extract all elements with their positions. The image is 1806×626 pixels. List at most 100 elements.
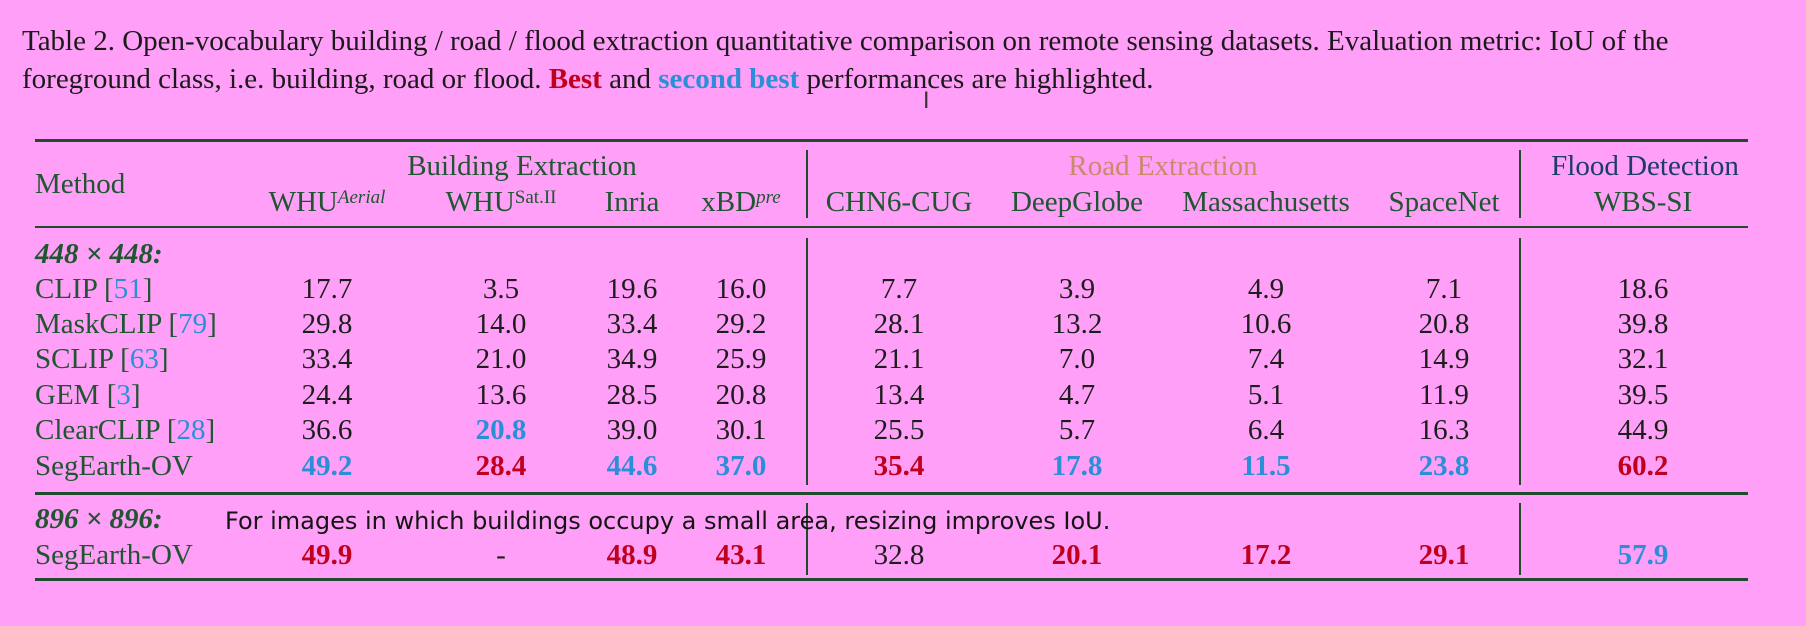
separator-line (806, 503, 808, 575)
col-whu-aerial: WHUAerial (268, 186, 386, 218)
table-cell: 33.4 (301, 343, 353, 375)
table-cell: 34.9 (606, 343, 658, 375)
method-name: MaskCLIP (35, 308, 162, 340)
table-cell: 29.2 (715, 308, 767, 340)
method-name: SegEarth-OV (35, 539, 193, 571)
table-cell: 3.5 (482, 273, 520, 305)
separator-line (1519, 503, 1521, 575)
method-name: SCLIP (35, 343, 113, 375)
table-cell: 44.6 (606, 450, 658, 482)
group-road-extraction: Road Extraction (1068, 150, 1258, 182)
caption-text-2: performances are highlighted. (799, 63, 1154, 95)
table-cell: 36.6 (301, 414, 353, 446)
table-cell: 20.8 (1418, 308, 1470, 340)
col-whu-sat: WHUSat.II (445, 186, 557, 218)
table-cell: 25.5 (873, 414, 925, 446)
separator-line (806, 238, 808, 485)
table-cell: 33.4 (606, 308, 658, 340)
table-cell: 4.9 (1247, 273, 1285, 305)
table-cell: 24.4 (301, 379, 353, 411)
group-flood-detection: Flood Detection (1551, 150, 1739, 182)
table-cell: 39.5 (1617, 379, 1669, 411)
col-wbs-si: WBS-SI (1593, 186, 1693, 218)
table-cell: 4.7 (1058, 379, 1096, 411)
table-cell: - (496, 539, 506, 571)
table-cell: 13.4 (873, 379, 925, 411)
col-spacenet: SpaceNet (1388, 186, 1500, 218)
citation-link[interactable]: 79 (178, 308, 208, 340)
col-deepglobe: DeepGlobe (1010, 186, 1144, 218)
table-caption: Table 2. Open-vocabulary building / road… (22, 22, 1792, 98)
table-cell: 13.6 (475, 379, 527, 411)
col-xbd: xBDpre (701, 186, 781, 218)
table-cell: 48.9 (606, 539, 658, 571)
method-name: GEM (35, 379, 100, 411)
table-cell: 28.5 (606, 379, 658, 411)
table-cell: 11.9 (1419, 379, 1469, 411)
table-cell: 21.1 (873, 343, 925, 375)
table-cell: 28.4 (475, 450, 527, 482)
table-cell: 23.8 (1418, 450, 1470, 482)
table-cell: 7.4 (1247, 343, 1285, 375)
caption-best-label: Best (548, 63, 602, 95)
table-cell: 17.8 (1051, 450, 1103, 482)
table-cell: 39.0 (606, 414, 658, 446)
table-cell: 5.7 (1058, 414, 1096, 446)
separator-line (1519, 238, 1521, 485)
table-cell: 29.8 (301, 308, 353, 340)
separator-line (806, 150, 808, 218)
table-cell: 13.2 (1051, 308, 1103, 340)
table-cell: 11.5 (1241, 450, 1291, 482)
section-448-label: 448 × 448: (35, 238, 163, 270)
citation-link[interactable]: 3 (116, 379, 131, 411)
table-cell: 49.2 (301, 450, 353, 482)
table-cell: 43.1 (715, 539, 767, 571)
method-cell: MaskCLIP [79] (35, 308, 217, 340)
citation-link[interactable]: 28 (176, 414, 206, 446)
table-cell: 10.6 (1240, 308, 1292, 340)
table-cell: 16.0 (715, 273, 767, 305)
col-massachusetts: Massachusetts (1182, 186, 1350, 218)
group-building-extraction: Building Extraction (407, 150, 637, 182)
table-cell: 16.3 (1418, 414, 1470, 446)
table-cell: 39.8 (1617, 308, 1669, 340)
table-cell: 37.0 (715, 450, 767, 482)
table-cell: 25.9 (715, 343, 767, 375)
method-cell: SCLIP [63] (35, 343, 169, 375)
table-cell: 20.1 (1051, 539, 1103, 571)
table-cell: 30.1 (715, 414, 767, 446)
table-cell: 14.9 (1418, 343, 1470, 375)
bottom-rule (35, 578, 1748, 581)
text-cursor-icon: I (923, 89, 930, 114)
section-rule (35, 492, 1748, 495)
caption-second-best-label: second best (658, 63, 800, 95)
annotation-note: For images in which buildings occupy a s… (225, 507, 1111, 535)
method-cell: ClearCLIP [28] (35, 414, 216, 446)
table-cell: 32.1 (1617, 343, 1669, 375)
table-cell: 28.1 (873, 308, 925, 340)
method-name: ClearCLIP (35, 414, 160, 446)
citation-link[interactable]: 63 (129, 343, 159, 375)
table-cell: 57.9 (1617, 539, 1669, 571)
table-cell: 17.7 (301, 273, 353, 305)
citation-link[interactable]: 51 (113, 273, 143, 305)
table-cell: 32.8 (873, 539, 925, 571)
col-chn6-cug: CHN6-CUG (825, 186, 973, 218)
method-cell: CLIP [51] (35, 273, 153, 305)
top-rule (35, 139, 1748, 142)
caption-and: and (601, 63, 659, 95)
table-cell: 21.0 (475, 343, 527, 375)
method-name: SegEarth-OV (35, 450, 193, 482)
table-cell: 35.4 (873, 450, 925, 482)
table-cell: 20.8 (475, 414, 527, 446)
table-cell: 7.7 (880, 273, 918, 305)
table-cell: 3.9 (1058, 273, 1096, 305)
table-cell: 19.6 (606, 273, 658, 305)
table-cell: 20.8 (715, 379, 767, 411)
section-896-label: 896 × 896: (35, 503, 163, 535)
method-header: Method (35, 168, 126, 200)
separator-line (1519, 150, 1521, 218)
table-cell: 7.1 (1425, 273, 1463, 305)
table-cell: 5.1 (1247, 379, 1285, 411)
caption-text-1: Table 2. Open-vocabulary building / road… (22, 25, 1669, 95)
